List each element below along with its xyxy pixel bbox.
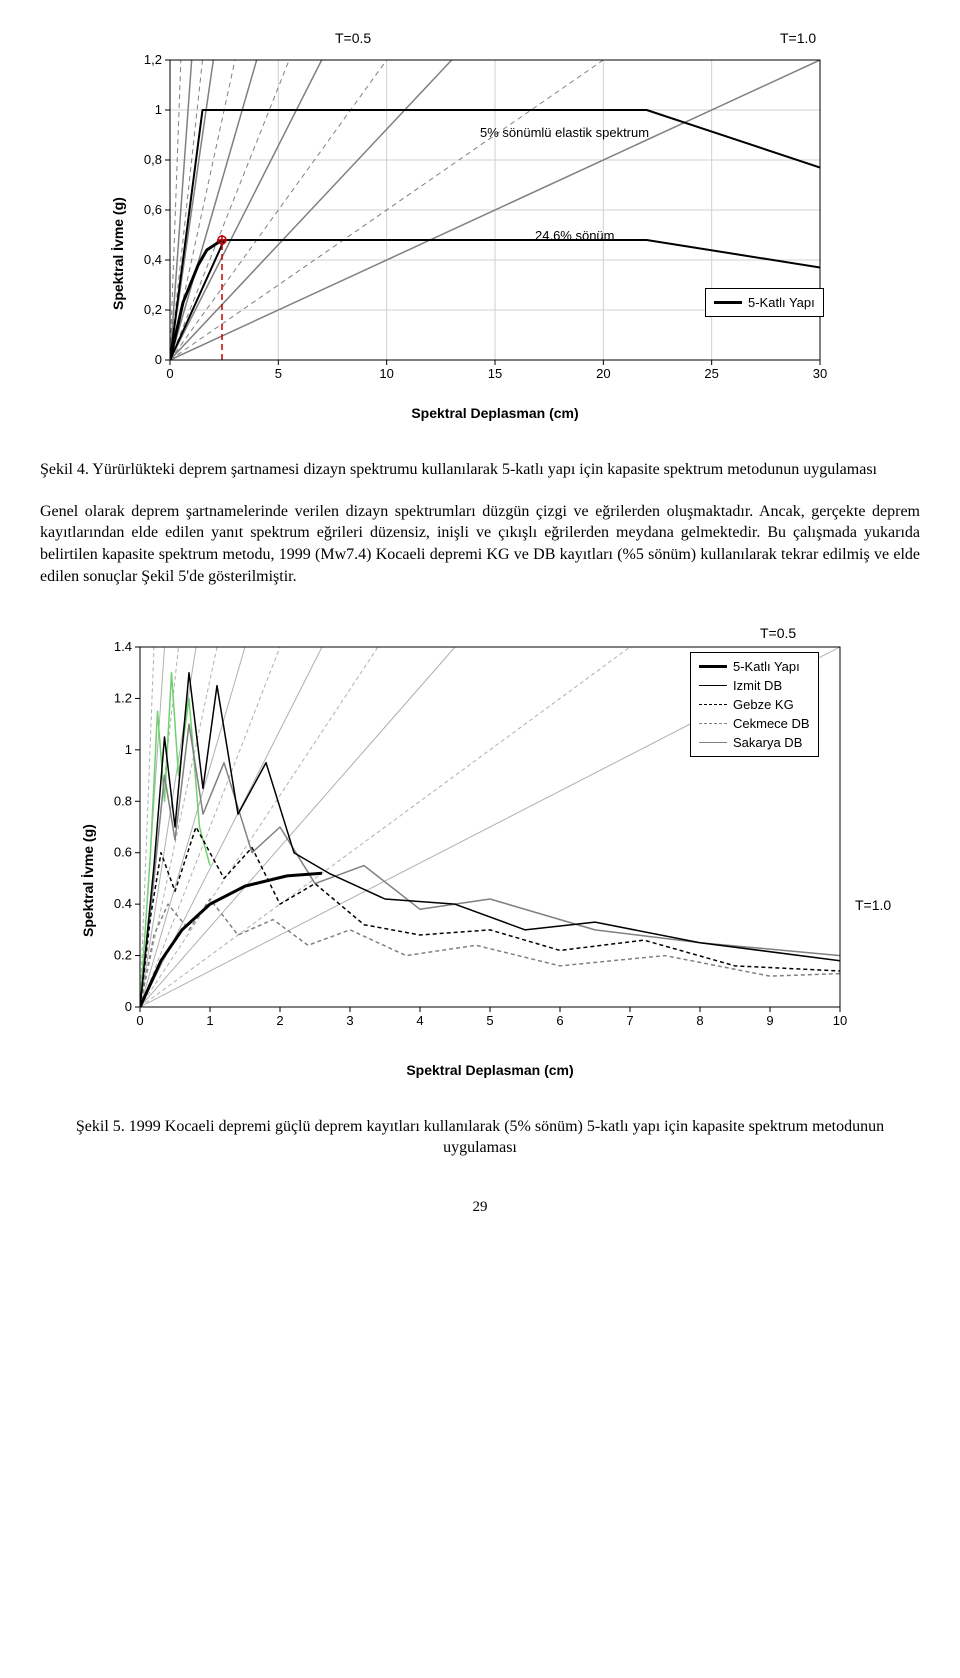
svg-text:20: 20 [596,366,610,381]
svg-text:1,2: 1,2 [144,52,162,67]
legend-swatch [699,704,727,705]
svg-text:3: 3 [346,1013,353,1028]
legend-label: Gebze KG [733,697,794,712]
chart1-ylabel: Spektral İvme (g) [110,197,126,310]
svg-text:1: 1 [125,742,132,757]
svg-text:1: 1 [155,102,162,117]
svg-text:1: 1 [206,1013,213,1028]
body-paragraph: Genel olarak deprem şartnamelerinde veri… [40,501,920,587]
caption1: Şekil 4. Yürürlükteki deprem şartnamesi … [40,460,920,481]
svg-text:0.2: 0.2 [114,948,132,963]
chart2-ylabel: Spektral İvme (g) [80,824,96,937]
svg-text:5: 5 [486,1013,493,1028]
svg-text:10: 10 [379,366,393,381]
chart2-t05-label: T=0.5 [760,625,796,641]
svg-text:2: 2 [276,1013,283,1028]
legend-label: 5-Katlı Yapı [733,659,800,674]
svg-text:0: 0 [155,352,162,367]
chart1-elastik-anno: 5% sönümlü elastik spektrum [480,125,649,140]
svg-text:0: 0 [136,1013,143,1028]
chart2-legend: 5-Katlı Yapı Izmit DB Gebze KG Cekmece DB Sa… [690,652,819,757]
chart2: Spektral İvme (g) 0 1 2 3 4 5 6 7 8 9 10 0 0.2 0.4 0.6… [70,617,890,1097]
svg-text:7: 7 [626,1013,633,1028]
svg-text:25: 25 [704,366,718,381]
svg-text:10: 10 [833,1013,847,1028]
chart1-legend: 5-Katlı Yapı [705,288,824,317]
chart1-xlabel: Spektral Deplasman (cm) [170,405,820,421]
legend-row: 5-Katlı Yapı [699,657,810,676]
svg-text:5: 5 [275,366,282,381]
chart1: Spektral İvme (g) 0 5 10 15 20 25 30 0 0,2 0,4 0,6… [100,30,860,440]
svg-text:6: 6 [556,1013,563,1028]
svg-text:0.8: 0.8 [114,793,132,808]
svg-text:1.2: 1.2 [114,691,132,706]
chart1-sonum-anno: 24.6% sönüm [535,228,615,243]
svg-text:1.4: 1.4 [114,639,132,654]
legend-label: Sakarya DB [733,735,802,750]
legend-swatch [699,665,727,668]
legend-swatch [714,301,742,304]
svg-text:0: 0 [125,999,132,1014]
svg-text:9: 9 [766,1013,773,1028]
chart1-t05-label: T=0.5 [335,30,371,46]
svg-text:4: 4 [416,1013,423,1028]
chart1-t10-label: T=1.0 [780,30,816,46]
legend-swatch [699,685,727,686]
svg-text:0.6: 0.6 [114,845,132,860]
svg-text:0,4: 0,4 [144,252,162,267]
legend-row: Gebze KG [699,695,810,714]
chart2-t10-label: T=1.0 [855,897,891,913]
svg-text:15: 15 [488,366,502,381]
svg-text:8: 8 [696,1013,703,1028]
legend-label: Izmit DB [733,678,782,693]
svg-text:30: 30 [813,366,827,381]
legend-row: Cekmece DB [699,714,810,733]
svg-text:0: 0 [166,366,173,381]
svg-text:0,2: 0,2 [144,302,162,317]
legend-swatch [699,723,727,724]
legend-row: Sakarya DB [699,733,810,752]
svg-text:0.4: 0.4 [114,896,132,911]
legend-label: Cekmece DB [733,716,810,731]
chart1-svg: 0 5 10 15 20 25 30 0 0,2 0,4 0,6 0,8 1 1,2 [100,30,860,400]
legend-label: 5-Katlı Yapı [748,295,815,310]
svg-text:0,6: 0,6 [144,202,162,217]
legend-row: Izmit DB [699,676,810,695]
svg-text:0,8: 0,8 [144,152,162,167]
legend-swatch [699,742,727,743]
caption2: Şekil 5. 1999 Kocaeli depremi güçlü depr… [40,1117,920,1159]
page-number: 29 [40,1199,920,1216]
chart2-xlabel: Spektral Deplasman (cm) [140,1062,840,1078]
